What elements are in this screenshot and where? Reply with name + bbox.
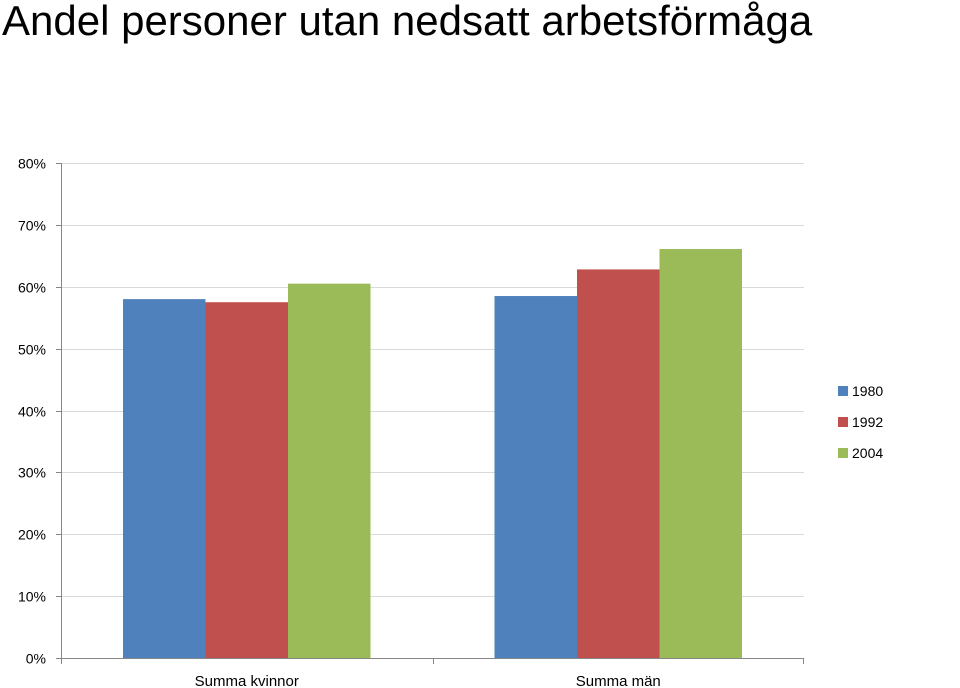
bar-1992: [577, 269, 660, 658]
bar-1980: [123, 299, 206, 658]
bar-2004: [659, 249, 742, 658]
legend-swatch-2004: [838, 448, 848, 458]
y-tick-label: 40%: [18, 404, 46, 420]
bar-1980: [494, 296, 577, 658]
legend-swatch-1992: [838, 417, 848, 427]
y-tick-label: 70%: [18, 218, 46, 234]
y-tick-label: 0%: [26, 651, 46, 667]
legend-swatch-1980: [838, 386, 848, 396]
y-tick-label: 30%: [18, 465, 46, 481]
y-tick-label: 10%: [18, 589, 46, 605]
chart-title: Andel personer utan nedsatt arbetsförmåg…: [2, 0, 813, 44]
legend-label: 1992: [852, 414, 883, 430]
bars: [123, 249, 742, 658]
legend-label: 2004: [852, 445, 883, 461]
axes: 0% 10% 20% 30% 40% 50% 60% 70% 80% Summa kvinnor S…: [18, 156, 804, 688]
bar-1992: [205, 302, 288, 658]
x-category-label: Summa kvinnor: [195, 673, 299, 688]
y-tick-label: 20%: [18, 527, 46, 543]
legend-label: 1980: [852, 383, 883, 399]
y-tick-label: 50%: [18, 342, 46, 358]
y-tick-label: 80%: [18, 156, 46, 172]
legend: 1980 1992 2004: [838, 383, 883, 461]
x-category-label: Summa män: [576, 673, 661, 688]
bar-2004: [288, 283, 371, 658]
y-tick-label: 60%: [18, 280, 46, 296]
